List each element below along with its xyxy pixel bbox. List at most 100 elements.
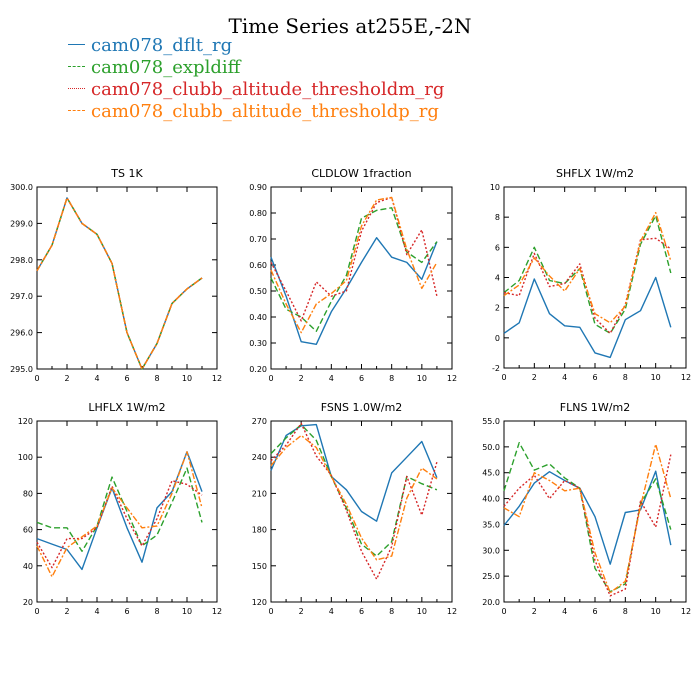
y-tick-label: 0.80 xyxy=(249,209,267,218)
series-line xyxy=(503,443,672,594)
series-line xyxy=(270,196,438,334)
x-tick-label: 0 xyxy=(268,607,273,616)
plot-frame xyxy=(270,186,453,370)
chart-title: FLNS 1W/m2 xyxy=(560,401,630,414)
x-tick-label: 2 xyxy=(64,607,69,616)
x-tick-label: 6 xyxy=(592,373,597,382)
y-tick-label: 120 xyxy=(18,417,33,426)
legend-swatch xyxy=(68,109,85,111)
series-line xyxy=(503,237,672,334)
x-tick-label: 8 xyxy=(154,374,159,383)
y-tick-label: 240 xyxy=(252,453,267,462)
legend-swatch xyxy=(68,65,85,67)
chart-title: TS 1K xyxy=(110,167,143,180)
y-tick-label: 25.0 xyxy=(482,572,500,581)
x-tick-label: 12 xyxy=(212,374,222,383)
x-tick-label: 4 xyxy=(329,374,334,383)
figure-title: Time Series at255E,-2N xyxy=(228,14,472,38)
legend-label: cam078_clubb_altitude_thresholdm_rg xyxy=(91,79,445,100)
series-line xyxy=(36,197,203,370)
chart-panel: LHFLX 1W/m2 0 2 4 6 8 10 12 20 40 60 80 100 120 xyxy=(18,401,222,616)
y-tick-label: 0.90 xyxy=(249,183,267,192)
chart-title: LHFLX 1W/m2 xyxy=(88,401,165,414)
x-tick-label: 4 xyxy=(94,374,99,383)
y-tick-label: 100 xyxy=(18,453,33,462)
x-tick-label: 10 xyxy=(182,374,192,383)
x-tick-label: 12 xyxy=(212,607,222,616)
series-line xyxy=(270,422,438,580)
series-line xyxy=(503,454,672,597)
y-tick-label: 210 xyxy=(252,489,267,498)
x-tick-label: 0 xyxy=(268,374,273,383)
y-tick-label: 35.0 xyxy=(482,520,500,529)
x-tick-label: 12 xyxy=(447,607,457,616)
x-tick-label: 2 xyxy=(299,374,304,383)
x-tick-label: 6 xyxy=(359,607,364,616)
series-line xyxy=(503,276,672,359)
y-tick-label: 295.0 xyxy=(10,365,33,374)
chart-panel: TS 1K 0 2 4 6 8 10 12 295.0 296.0 297.0 298.0 299.0 3… xyxy=(10,167,222,383)
y-tick-label: 0 xyxy=(495,334,500,343)
x-tick-label: 4 xyxy=(94,607,99,616)
legend-entry: cam078_clubb_altitude_thresholdp_rg xyxy=(68,102,439,122)
series-line xyxy=(270,236,438,345)
series-line xyxy=(36,197,203,370)
x-tick-label: 4 xyxy=(329,607,334,616)
x-tick-label: 10 xyxy=(182,607,192,616)
series-line xyxy=(270,423,438,557)
series-line xyxy=(36,467,203,552)
x-tick-label: 10 xyxy=(651,373,661,382)
y-tick-label: 298.0 xyxy=(10,256,33,265)
x-tick-label: 8 xyxy=(389,374,394,383)
y-tick-label: 8 xyxy=(495,213,500,222)
chart-title: SHFLX 1W/m2 xyxy=(556,167,634,180)
legend-entry: cam078_expldiff xyxy=(68,58,240,78)
y-tick-label: 6 xyxy=(495,243,500,252)
chart-panel: FLNS 1W/m2 0 2 4 6 8 10 12 20.0 25.0 30.0 35.0 40.0 4… xyxy=(482,401,691,616)
x-tick-label: 6 xyxy=(124,607,129,616)
y-tick-label: 2 xyxy=(495,304,500,313)
x-tick-label: 4 xyxy=(562,607,567,616)
y-tick-label: 20.0 xyxy=(482,598,500,607)
x-tick-label: 8 xyxy=(623,373,628,382)
x-tick-label: 6 xyxy=(359,374,364,383)
legend-swatch xyxy=(68,87,85,89)
y-tick-label: 0.70 xyxy=(249,235,267,244)
legend-swatch xyxy=(68,43,85,45)
x-tick-label: 12 xyxy=(681,607,691,616)
x-tick-label: 2 xyxy=(532,373,537,382)
x-tick-label: 0 xyxy=(501,607,506,616)
series-line xyxy=(36,197,203,370)
x-tick-label: 10 xyxy=(417,607,427,616)
y-tick-label: 20 xyxy=(23,598,33,607)
legend-label: cam078_clubb_altitude_thresholdp_rg xyxy=(91,101,439,122)
legend-label: cam078_dflt_rg xyxy=(91,35,233,56)
legend-entry: cam078_dflt_rg xyxy=(68,36,232,56)
chart-title: FSNS 1.0W/m2 xyxy=(321,401,403,414)
x-tick-label: 10 xyxy=(417,374,427,383)
y-tick-label: 0.50 xyxy=(249,287,267,296)
y-tick-label: 300.0 xyxy=(10,183,33,192)
chart-panel: CLDLOW 1fraction 0 2 4 6 8 10 12 0.20 0.30 0.40 0.5… xyxy=(249,167,457,383)
y-tick-label: 60 xyxy=(23,526,33,535)
y-tick-label: 0.60 xyxy=(249,261,267,270)
y-tick-label: -2 xyxy=(492,364,500,373)
legend-entry: cam078_clubb_altitude_thresholdm_rg xyxy=(68,80,444,100)
y-tick-label: 180 xyxy=(252,526,267,535)
x-tick-label: 12 xyxy=(447,374,457,383)
legend-label: cam078_expldiff xyxy=(91,57,241,78)
x-tick-label: 2 xyxy=(532,607,537,616)
x-tick-label: 8 xyxy=(623,607,628,616)
series-line xyxy=(36,480,203,569)
x-tick-label: 2 xyxy=(64,374,69,383)
series-line xyxy=(36,451,203,571)
y-tick-label: 299.0 xyxy=(10,219,33,228)
x-tick-label: 2 xyxy=(299,607,304,616)
plot-frame xyxy=(36,186,218,370)
y-tick-label: 55.0 xyxy=(482,417,500,426)
series-line xyxy=(270,434,438,561)
chart-panel: FSNS 1.0W/m2 0 2 4 6 8 10 12 120 150 180 210 240 270 xyxy=(252,401,457,616)
x-tick-label: 12 xyxy=(681,373,691,382)
y-tick-label: 80 xyxy=(23,489,33,498)
